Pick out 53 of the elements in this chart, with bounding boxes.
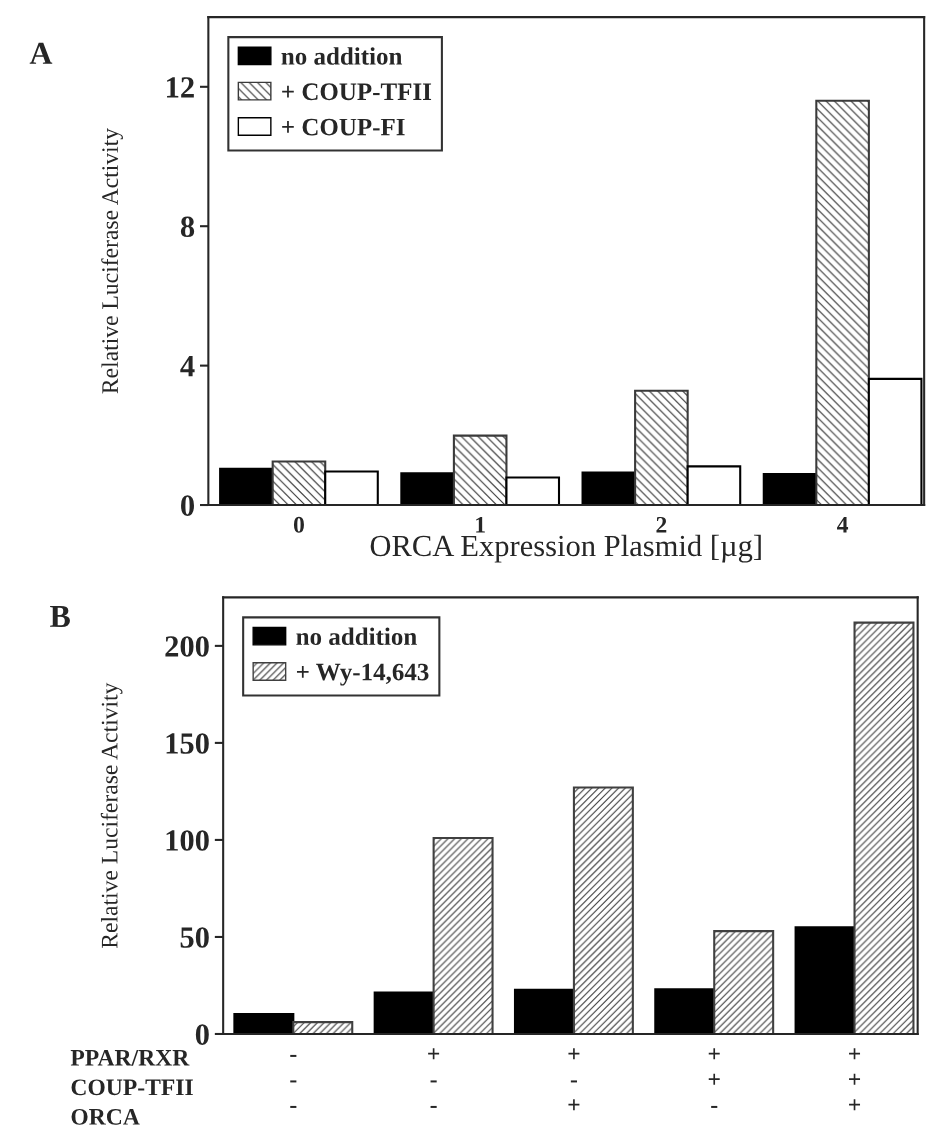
bar xyxy=(513,988,575,1034)
bar xyxy=(373,991,435,1034)
x-tick-label: - - - xyxy=(290,1054,297,1108)
bar xyxy=(815,99,870,506)
y-tick-label: 150 xyxy=(166,733,209,754)
bar xyxy=(867,377,923,506)
bar xyxy=(794,926,856,1034)
bar xyxy=(686,465,742,506)
chart-title: B xyxy=(50,605,70,627)
x-tick-label: + + - xyxy=(708,1048,720,1108)
legend-label: + Wy-14,643 xyxy=(296,663,429,686)
bar xyxy=(292,1021,354,1034)
bar xyxy=(505,476,561,506)
bar xyxy=(654,988,716,1034)
y-tick-label: 100 xyxy=(166,830,209,851)
bar xyxy=(271,460,327,506)
text: A xyxy=(29,42,53,64)
text: ORCA xyxy=(71,1108,140,1125)
x-tick-label: 1 xyxy=(476,516,485,533)
y-tick-label: 200 xyxy=(165,636,209,657)
bar xyxy=(762,472,818,506)
bar xyxy=(853,621,915,1034)
x-tick-label: + + + xyxy=(849,1048,861,1111)
bar xyxy=(581,471,637,506)
y-tick-label: 4 xyxy=(180,356,195,377)
x-axis-title: ORCA Expression Plasmid [µg] xyxy=(370,534,761,563)
y-tick-label: 0 xyxy=(195,1024,209,1045)
bar xyxy=(233,1012,295,1034)
x-tick-label: + - + xyxy=(568,1048,580,1111)
x-tick-label: 2 xyxy=(656,516,667,533)
legend-label: no addition xyxy=(281,47,403,65)
x-tick-label: 0 xyxy=(293,516,304,533)
bar xyxy=(324,470,379,506)
bar xyxy=(219,467,274,506)
y-axis-title: Relative Luciferase Activity xyxy=(101,128,123,394)
bar xyxy=(634,389,689,506)
y-tick-label: 0 xyxy=(181,495,194,516)
legend-label: + COUP-FI xyxy=(282,118,405,136)
y-tick-label: 8 xyxy=(180,216,195,238)
y-tick-label: 12 xyxy=(167,77,194,98)
x-tick-label: + - - xyxy=(428,1048,440,1108)
bar xyxy=(452,434,508,506)
y-axis-title: Relative Luciferase Activity xyxy=(100,682,123,949)
text: PPAR/RXR xyxy=(70,1049,190,1066)
legend-label: + COUP-TFII xyxy=(282,83,432,101)
bar xyxy=(572,786,634,1034)
x-tick-label: 4 xyxy=(837,516,849,533)
bar xyxy=(400,472,455,506)
bar xyxy=(713,930,775,1034)
y-tick-label: 50 xyxy=(180,927,209,948)
text: COUP-TFII xyxy=(71,1079,193,1096)
legend-label: no addition xyxy=(296,627,417,646)
bar xyxy=(432,836,494,1034)
